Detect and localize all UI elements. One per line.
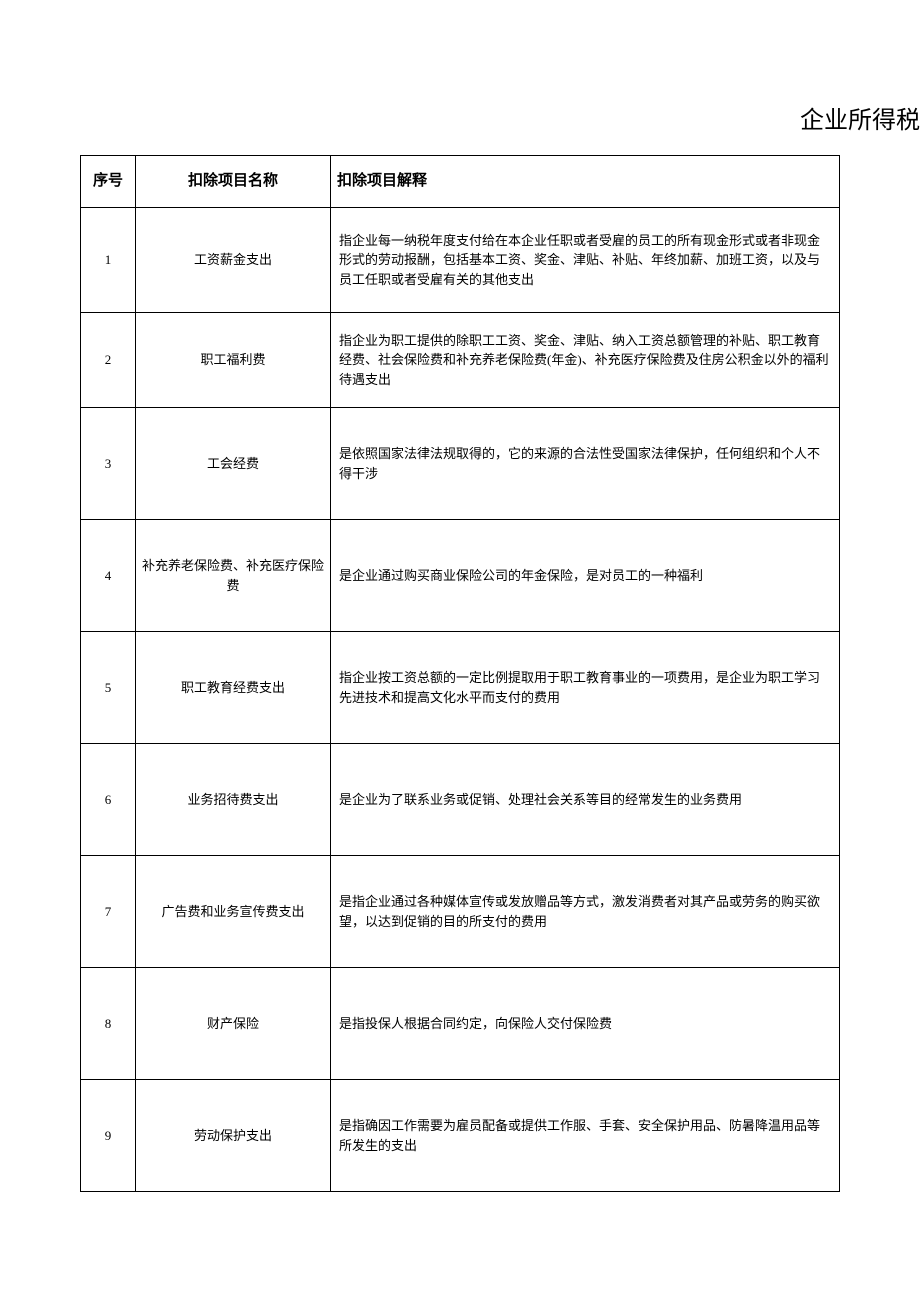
cell-name: 工资薪金支出 (136, 208, 331, 313)
cell-explain: 是指企业通过各种媒体宣传或发放赠品等方式，激发消费者对其产品或劳务的购买欲望，以… (331, 856, 840, 968)
table-row: 2 职工福利费 指企业为职工提供的除职工工资、奖金、津贴、纳入工资总额管理的补贴… (81, 313, 840, 408)
cell-explain: 是指投保人根据合同约定，向保险人交付保险费 (331, 968, 840, 1080)
cell-name: 工会经费 (136, 408, 331, 520)
cell-explain: 是依照国家法律法规取得的，它的来源的合法性受国家法律保护，任何组织和个人不得干涉 (331, 408, 840, 520)
cell-seq: 4 (81, 520, 136, 632)
cell-seq: 9 (81, 1080, 136, 1192)
cell-seq: 8 (81, 968, 136, 1080)
table-row: 9 劳动保护支出 是指确因工作需要为雇员配备或提供工作服、手套、安全保护用品、防… (81, 1080, 840, 1192)
cell-name: 劳动保护支出 (136, 1080, 331, 1192)
table-row: 6 业务招待费支出 是企业为了联系业务或促销、处理社会关系等目的经常发生的业务费… (81, 744, 840, 856)
cell-name: 职工福利费 (136, 313, 331, 408)
cell-name: 职工教育经费支出 (136, 632, 331, 744)
cell-explain: 指企业按工资总额的一定比例提取用于职工教育事业的一项费用，是企业为职工学习先进技… (331, 632, 840, 744)
table-header-row: 序号 扣除项目名称 扣除项目解释 (81, 156, 840, 208)
cell-name: 财产保险 (136, 968, 331, 1080)
deduction-table: 序号 扣除项目名称 扣除项目解释 1 工资薪金支出 指企业每一纳税年度支付给在本… (80, 155, 840, 1192)
cell-explain: 指企业为职工提供的除职工工资、奖金、津贴、纳入工资总额管理的补贴、职工教育经费、… (331, 313, 840, 408)
cell-seq: 7 (81, 856, 136, 968)
header-seq: 序号 (81, 156, 136, 208)
cell-explain: 是指确因工作需要为雇员配备或提供工作服、手套、安全保护用品、防暑降温用品等所发生… (331, 1080, 840, 1192)
cell-explain: 指企业每一纳税年度支付给在本企业任职或者受雇的员工的所有现金形式或者非现金形式的… (331, 208, 840, 313)
cell-seq: 3 (81, 408, 136, 520)
cell-name: 广告费和业务宣传费支出 (136, 856, 331, 968)
header-explain: 扣除项目解释 (331, 156, 840, 208)
table-row: 1 工资薪金支出 指企业每一纳税年度支付给在本企业任职或者受雇的员工的所有现金形… (81, 208, 840, 313)
cell-explain: 是企业通过购买商业保险公司的年金保险，是对员工的一种福利 (331, 520, 840, 632)
page-title: 企业所得税 (80, 100, 920, 135)
table-row: 5 职工教育经费支出 指企业按工资总额的一定比例提取用于职工教育事业的一项费用，… (81, 632, 840, 744)
cell-seq: 5 (81, 632, 136, 744)
table-row: 3 工会经费 是依照国家法律法规取得的，它的来源的合法性受国家法律保护，任何组织… (81, 408, 840, 520)
table-row: 7 广告费和业务宣传费支出 是指企业通过各种媒体宣传或发放赠品等方式，激发消费者… (81, 856, 840, 968)
header-name: 扣除项目名称 (136, 156, 331, 208)
cell-seq: 2 (81, 313, 136, 408)
cell-name: 业务招待费支出 (136, 744, 331, 856)
table-row: 8 财产保险 是指投保人根据合同约定，向保险人交付保险费 (81, 968, 840, 1080)
cell-explain: 是企业为了联系业务或促销、处理社会关系等目的经常发生的业务费用 (331, 744, 840, 856)
cell-seq: 1 (81, 208, 136, 313)
cell-seq: 6 (81, 744, 136, 856)
cell-name: 补充养老保险费、补充医疗保险费 (136, 520, 331, 632)
table-row: 4 补充养老保险费、补充医疗保险费 是企业通过购买商业保险公司的年金保险，是对员… (81, 520, 840, 632)
